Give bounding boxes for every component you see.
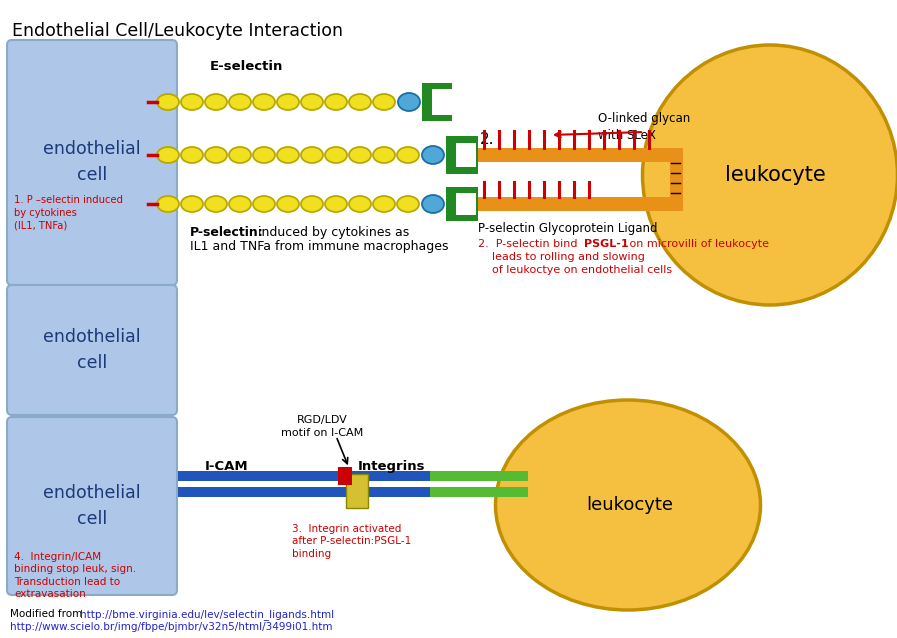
Text: endothelial
cell: endothelial cell: [43, 329, 141, 371]
Ellipse shape: [349, 147, 371, 163]
Ellipse shape: [373, 196, 395, 212]
Ellipse shape: [373, 94, 395, 110]
Ellipse shape: [277, 94, 299, 110]
FancyBboxPatch shape: [478, 197, 670, 211]
Ellipse shape: [301, 196, 323, 212]
Ellipse shape: [205, 94, 227, 110]
Ellipse shape: [325, 147, 347, 163]
Text: 2.: 2.: [480, 132, 494, 147]
FancyBboxPatch shape: [446, 187, 478, 221]
Ellipse shape: [422, 195, 444, 213]
Text: PSGL-1: PSGL-1: [584, 239, 629, 249]
Ellipse shape: [349, 94, 371, 110]
Text: P-selectin Glycoprotein Ligand: P-selectin Glycoprotein Ligand: [478, 222, 658, 235]
FancyBboxPatch shape: [456, 143, 476, 167]
Text: endothelial
cell: endothelial cell: [43, 484, 141, 528]
Ellipse shape: [253, 147, 275, 163]
FancyBboxPatch shape: [7, 417, 177, 595]
Text: leukocyte: leukocyte: [725, 165, 825, 185]
FancyBboxPatch shape: [670, 148, 683, 211]
Text: Endothelial Cell/Leukocyte Interaction: Endothelial Cell/Leukocyte Interaction: [12, 22, 343, 40]
Text: Modified from: Modified from: [10, 609, 85, 619]
FancyBboxPatch shape: [178, 487, 430, 497]
Ellipse shape: [398, 93, 420, 111]
Text: O-linked glycan
with SLeX: O-linked glycan with SLeX: [598, 112, 691, 142]
Text: I-CAM: I-CAM: [205, 460, 248, 473]
Ellipse shape: [157, 94, 179, 110]
Ellipse shape: [157, 196, 179, 212]
Ellipse shape: [229, 147, 251, 163]
Ellipse shape: [229, 94, 251, 110]
Ellipse shape: [181, 147, 203, 163]
Text: http://www.scielo.br/img/fbpe/bjmbr/v32n5/html/3499i01.htm: http://www.scielo.br/img/fbpe/bjmbr/v32n…: [10, 622, 333, 632]
Ellipse shape: [181, 196, 203, 212]
FancyBboxPatch shape: [345, 487, 528, 497]
Text: 2.  P-selectin bind: 2. P-selectin bind: [478, 239, 581, 249]
FancyBboxPatch shape: [432, 89, 452, 115]
Text: endothelial
cell: endothelial cell: [43, 140, 141, 184]
Text: on microvilli of leukocyte: on microvilli of leukocyte: [626, 239, 769, 249]
FancyBboxPatch shape: [422, 83, 452, 121]
Text: Integrins: Integrins: [358, 460, 425, 473]
Text: 1. P –selectin induced
by cytokines
(IL1, TNFa): 1. P –selectin induced by cytokines (IL1…: [14, 195, 123, 230]
Ellipse shape: [325, 94, 347, 110]
Text: of leukoctye on endothelial cells: of leukoctye on endothelial cells: [478, 265, 672, 275]
FancyBboxPatch shape: [346, 474, 368, 508]
Ellipse shape: [181, 94, 203, 110]
Ellipse shape: [349, 196, 371, 212]
FancyBboxPatch shape: [478, 148, 670, 162]
Ellipse shape: [301, 94, 323, 110]
FancyBboxPatch shape: [338, 467, 352, 485]
FancyBboxPatch shape: [345, 471, 528, 481]
Text: 4.  Integrin/ICAM
binding stop leuk, sign.
Transduction lead to
extravasation: 4. Integrin/ICAM binding stop leuk, sign…: [14, 552, 136, 599]
Ellipse shape: [277, 147, 299, 163]
Text: induced by cytokines as: induced by cytokines as: [254, 226, 409, 239]
Ellipse shape: [277, 196, 299, 212]
Ellipse shape: [301, 147, 323, 163]
Text: 3.  Integrin activated
after P-selectin:PSGL-1
binding: 3. Integrin activated after P-selectin:P…: [292, 524, 411, 559]
Ellipse shape: [205, 147, 227, 163]
Text: E-selectin: E-selectin: [210, 60, 283, 73]
Ellipse shape: [397, 196, 419, 212]
Text: IL1 and TNFa from immune macrophages: IL1 and TNFa from immune macrophages: [190, 240, 448, 253]
Ellipse shape: [397, 147, 419, 163]
Ellipse shape: [495, 400, 761, 610]
Ellipse shape: [253, 196, 275, 212]
Ellipse shape: [229, 196, 251, 212]
FancyBboxPatch shape: [7, 285, 177, 415]
Ellipse shape: [642, 45, 897, 305]
Text: P-selectin:: P-selectin:: [190, 226, 264, 239]
FancyBboxPatch shape: [456, 193, 476, 215]
Text: RGD/LDV
motif on I-CAM: RGD/LDV motif on I-CAM: [281, 415, 363, 438]
Ellipse shape: [253, 94, 275, 110]
Ellipse shape: [373, 147, 395, 163]
FancyBboxPatch shape: [7, 40, 177, 285]
Ellipse shape: [422, 146, 444, 164]
Text: leads to rolling and slowing: leads to rolling and slowing: [478, 252, 645, 262]
Ellipse shape: [205, 196, 227, 212]
Ellipse shape: [157, 147, 179, 163]
Ellipse shape: [325, 196, 347, 212]
FancyBboxPatch shape: [178, 471, 430, 481]
Text: http://bme.virginia.edu/lev/selectin_ligands.html: http://bme.virginia.edu/lev/selectin_lig…: [80, 609, 334, 620]
FancyBboxPatch shape: [446, 136, 478, 174]
Text: leukocyte: leukocyte: [587, 496, 674, 514]
